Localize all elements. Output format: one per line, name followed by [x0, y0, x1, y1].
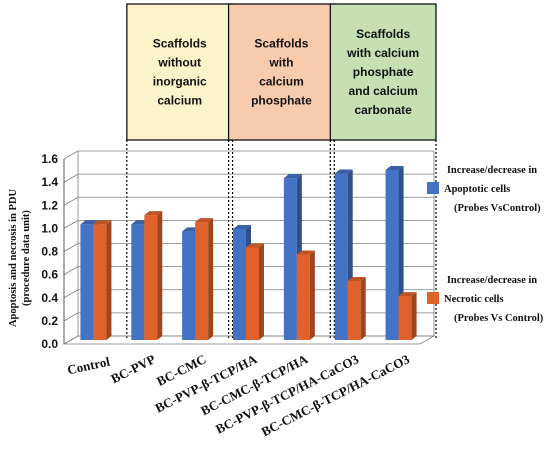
- bar-front: [246, 247, 259, 340]
- side-gridline: [63, 220, 79, 229]
- y-tick-label: 1.4: [41, 175, 58, 189]
- bar-top: [347, 277, 366, 282]
- bar-top: [80, 220, 99, 225]
- y-tick-label: 0.6: [41, 268, 58, 282]
- legend-label: (Probes VsControl): [454, 203, 541, 214]
- y-tick-label: 1.6: [41, 152, 58, 166]
- bar-top: [144, 211, 163, 216]
- bar-necrotic: [144, 211, 163, 340]
- side-gridline: [63, 150, 79, 160]
- x-axis: ControlBC-PVPBC-CMCBC-PVP-β-TCP/HABC-CMC…: [66, 351, 413, 439]
- group-box-frame: [329, 3, 437, 141]
- bar-top: [195, 218, 214, 223]
- y-tick-label: 0.2: [41, 314, 58, 328]
- group-box-label: with: [268, 56, 293, 70]
- x-tick-label: Control: [66, 354, 112, 378]
- legend-swatch: [427, 292, 439, 304]
- group-box-label: carbonate: [354, 103, 412, 117]
- side-gridline: [63, 173, 79, 183]
- legend-label: Apoptotic cells: [444, 184, 510, 195]
- bar-front: [283, 178, 297, 340]
- bar-side: [106, 220, 112, 340]
- side-gridline: [63, 266, 79, 275]
- bar-necrotic: [93, 220, 112, 340]
- legend-label: Increase/decrease in: [447, 165, 537, 176]
- bar-top: [93, 220, 112, 225]
- side-gridline: [63, 196, 79, 206]
- group-box-frame: [227, 3, 335, 141]
- bar-top: [283, 174, 302, 179]
- bar-front: [182, 231, 196, 340]
- y-axis: 0.0 0.2 0.4 0.6 0.8 1.0 1.2 1.4 1.6: [41, 152, 58, 351]
- bar-front: [385, 170, 399, 340]
- bar-side: [259, 243, 264, 340]
- bar-top: [385, 166, 404, 171]
- bar-top: [334, 169, 353, 174]
- group-box-label: without: [157, 56, 201, 70]
- side-gridline: [63, 289, 79, 299]
- bar-necrotic: [296, 250, 315, 340]
- bar-front: [233, 229, 246, 340]
- bar-front: [334, 173, 348, 340]
- group-box: Scaffolds with calcium phosphate: [227, 3, 335, 141]
- group-box-label: phosphate: [353, 65, 414, 79]
- bar-top: [398, 292, 417, 297]
- group-boxes: ScaffoldswithoutinorganiccalciumScaffold…: [126, 3, 437, 338]
- y-axis-subtitle: (procedure data unit): [21, 210, 32, 306]
- bar-front: [195, 222, 209, 340]
- side-gridline: [63, 312, 79, 322]
- group-box-frame: [126, 3, 234, 141]
- bar-front: [80, 224, 94, 340]
- bar-side: [208, 218, 214, 340]
- y-tick-label: 1.0: [41, 221, 58, 235]
- x-tick-label: BC-PVP: [108, 351, 157, 386]
- bar-front: [93, 224, 107, 340]
- bar-necrotic: [398, 292, 417, 340]
- group-box: Scaffolds without inorganic calcium: [126, 3, 234, 141]
- side-gridline: [63, 243, 79, 252]
- legend-label: Necrotic cells: [444, 294, 504, 305]
- group-box-label: with calcium: [346, 46, 419, 60]
- group-box-label: calcium: [259, 75, 304, 89]
- floor: [62, 335, 436, 345]
- group-box-label: and calcium: [348, 84, 417, 98]
- bar-side: [360, 277, 366, 340]
- legend: Increase/decrease in Apoptotic cells (Prob…: [427, 165, 544, 324]
- bar-top: [296, 250, 315, 255]
- bar-necrotic: [246, 243, 264, 340]
- bar-top: [246, 243, 264, 248]
- bar-front: [347, 281, 361, 340]
- bar-top: [233, 225, 251, 229]
- group-box: Scaffolds with calcium phosphate and calciu…: [329, 3, 437, 141]
- bar-front: [398, 296, 412, 340]
- bar-side: [309, 250, 315, 340]
- legend-label: (Probes Vs Control): [454, 313, 544, 324]
- bar-side: [411, 292, 417, 340]
- legend-swatch: [427, 182, 439, 194]
- legend-label: Increase/decrease in: [447, 275, 537, 286]
- y-tick-label: 0.0: [41, 337, 58, 351]
- group-box-label: Scaffolds: [254, 37, 308, 51]
- bar-front: [144, 215, 158, 340]
- y-tick-label: 0.8: [41, 245, 58, 259]
- y-tick-label: 1.2: [41, 198, 58, 212]
- bar-necrotic: [347, 277, 366, 340]
- group-box-label: Scaffolds: [356, 27, 410, 41]
- group-box-label: inorganic: [153, 75, 207, 89]
- y-tick-label: 0.4: [41, 291, 58, 305]
- bars: [80, 166, 417, 340]
- bar-side: [157, 211, 163, 340]
- legend-entry: Increase/decrease in Necrotic cells (Probe…: [427, 275, 544, 324]
- legend-entry: Increase/decrease in Apoptotic cells (Prob…: [427, 165, 541, 214]
- bar-front: [296, 254, 310, 340]
- bar-front: [131, 224, 145, 340]
- group-box-label: phosphate: [251, 94, 312, 108]
- bar-necrotic: [195, 218, 214, 340]
- group-box-label: calcium: [157, 94, 202, 108]
- group-box-label: Scaffolds: [153, 37, 207, 51]
- y-axis-title: Apoptosis and necrosis in PDU: [8, 189, 19, 328]
